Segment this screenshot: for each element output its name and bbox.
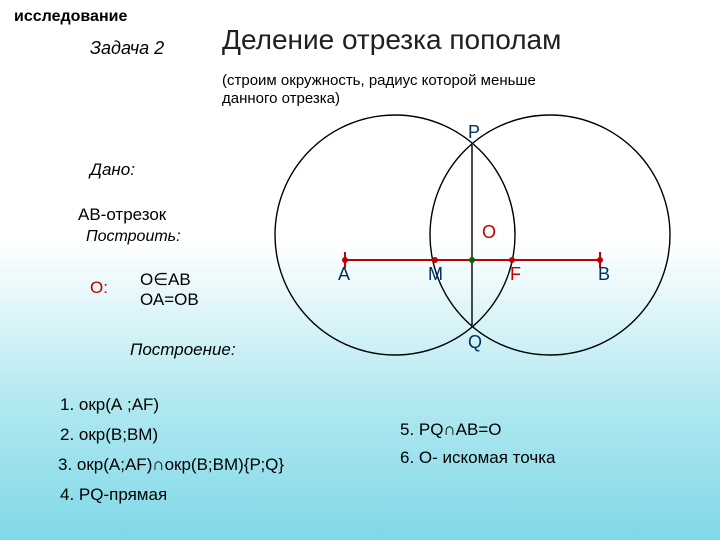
label-a: A xyxy=(338,264,350,284)
dot-a xyxy=(342,257,348,263)
circle-a xyxy=(275,115,515,355)
label-q: Q xyxy=(468,332,482,352)
diagram-svg: P Q A B M F O xyxy=(0,0,720,540)
circle-b xyxy=(430,115,670,355)
dot-o xyxy=(469,257,475,263)
dot-m xyxy=(432,257,438,263)
label-m: M xyxy=(428,264,443,284)
dot-b xyxy=(597,257,603,263)
label-p: P xyxy=(468,122,480,142)
label-b: B xyxy=(598,264,610,284)
label-o: O xyxy=(482,222,496,242)
dot-f xyxy=(509,257,515,263)
label-f: F xyxy=(510,264,521,284)
